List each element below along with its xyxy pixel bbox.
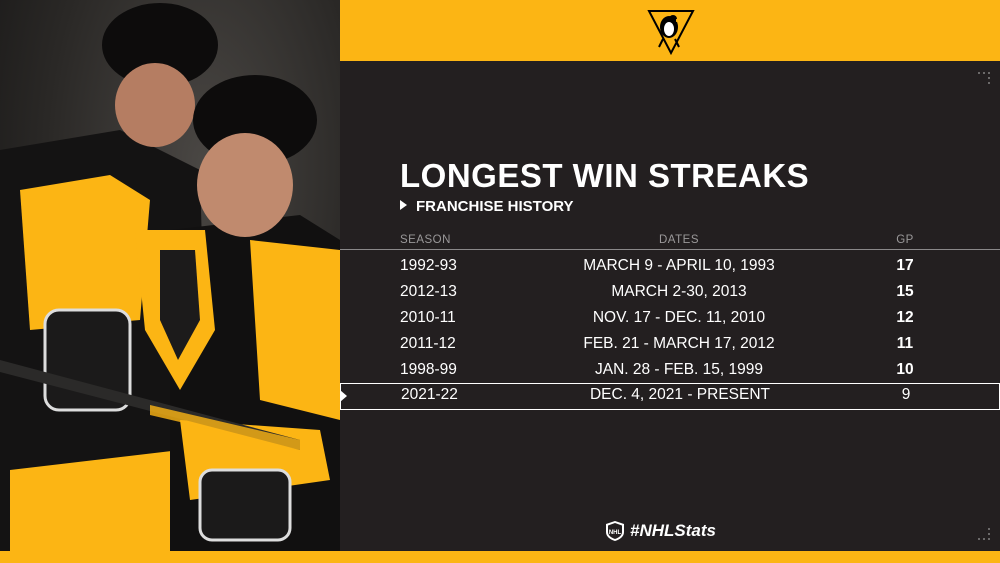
gp-cell: 9	[901, 386, 911, 403]
column-header-season: SEASON	[400, 234, 451, 246]
season-cell: 1998-99	[400, 361, 457, 378]
nhl-shield-icon: NHL	[606, 521, 624, 541]
decorative-dots	[978, 528, 990, 540]
table-row: 1998-99 JAN. 28 - FEB. 15, 1999 10	[340, 358, 1000, 384]
stats-panel	[340, 61, 1000, 551]
season-cell: 1992-93	[400, 257, 457, 274]
player-photo	[0, 0, 340, 552]
dates-cell: MARCH 9 - APRIL 10, 1993	[583, 257, 775, 274]
current-row-marker-icon	[340, 390, 347, 402]
gp-cell: 15	[896, 283, 914, 300]
page-subtitle: FRANCHISE HISTORY	[400, 198, 574, 215]
gp-cell: 11	[896, 335, 914, 352]
dates-cell: DEC. 4, 2021 - PRESENT	[589, 386, 771, 403]
season-cell: 2011-12	[400, 335, 456, 352]
penguins-logo-icon	[647, 10, 695, 56]
gp-cell: 10	[896, 361, 914, 378]
gp-cell: 17	[896, 257, 914, 274]
player-photo-illustration	[0, 3, 340, 552]
dates-cell: FEB. 21 - MARCH 17, 2012	[583, 335, 775, 352]
nhl-stats-hashtag: #NHLStats	[630, 521, 716, 540]
svg-text:NHL: NHL	[609, 530, 622, 536]
season-cell: 2021-22	[401, 386, 458, 403]
dates-cell: MARCH 2-30, 2013	[611, 283, 747, 300]
decorative-dots	[978, 72, 990, 84]
gp-cell: 12	[896, 309, 914, 326]
play-arrow-icon	[400, 200, 407, 210]
table-row: 2012-13 MARCH 2-30, 2013 15	[340, 280, 1000, 306]
header-divider	[340, 249, 1000, 250]
column-header-dates: DATES	[659, 234, 699, 246]
table-row: 2010-11 NOV. 17 - DEC. 11, 2010 12	[340, 306, 1000, 332]
table-row-current: 2021-22 DEC. 4, 2021 - PRESENT 9	[340, 383, 1000, 410]
column-header-gp: GP	[896, 234, 914, 246]
page-title: LONGEST WIN STREAKS	[400, 157, 810, 194]
season-cell: 2012-13	[400, 283, 457, 300]
season-cell: 2010-11	[400, 309, 456, 326]
table-row: 2011-12 FEB. 21 - MARCH 17, 2012 11	[340, 332, 1000, 358]
dates-cell: NOV. 17 - DEC. 11, 2010	[592, 309, 766, 326]
table-row: 1992-93 MARCH 9 - APRIL 10, 1993 17	[340, 254, 1000, 280]
subtitle-text: FRANCHISE HISTORY	[416, 198, 574, 215]
footer-bar	[0, 551, 1000, 563]
dates-cell: JAN. 28 - FEB. 15, 1999	[594, 361, 763, 378]
